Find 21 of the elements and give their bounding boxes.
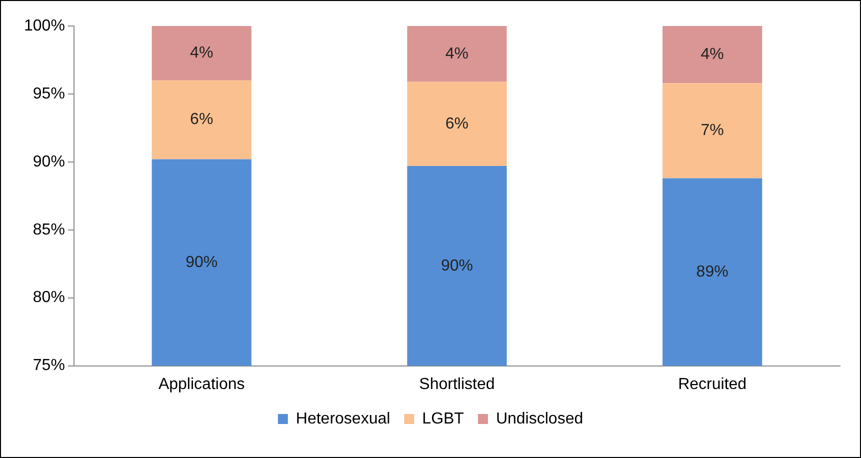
x-tick-label: Recruited xyxy=(678,376,747,393)
y-tick-label: 100% xyxy=(24,17,65,34)
legend-label: LGBT xyxy=(422,410,464,428)
data-label: 6% xyxy=(445,115,469,132)
y-tick-label: 95% xyxy=(32,85,65,102)
y-tick-label: 85% xyxy=(32,221,65,238)
data-label: 90% xyxy=(186,254,218,271)
y-tick-label: 75% xyxy=(32,357,65,374)
data-label: 90% xyxy=(440,257,473,274)
data-label: 4% xyxy=(445,45,469,62)
legend-label: Undisclosed xyxy=(496,410,584,428)
x-tick-label: Shortlisted xyxy=(419,376,495,393)
y-tick-label: 80% xyxy=(32,289,65,306)
y-tick-label: 90% xyxy=(32,153,65,170)
data-label: 6% xyxy=(190,111,214,128)
data-label: 4% xyxy=(700,46,724,63)
data-label: 7% xyxy=(700,122,724,140)
data-label: 4% xyxy=(190,44,214,62)
x-tick-label: Applications xyxy=(158,376,245,393)
data-label: 89% xyxy=(696,263,728,280)
legend-label: Heterosexual xyxy=(296,410,390,428)
